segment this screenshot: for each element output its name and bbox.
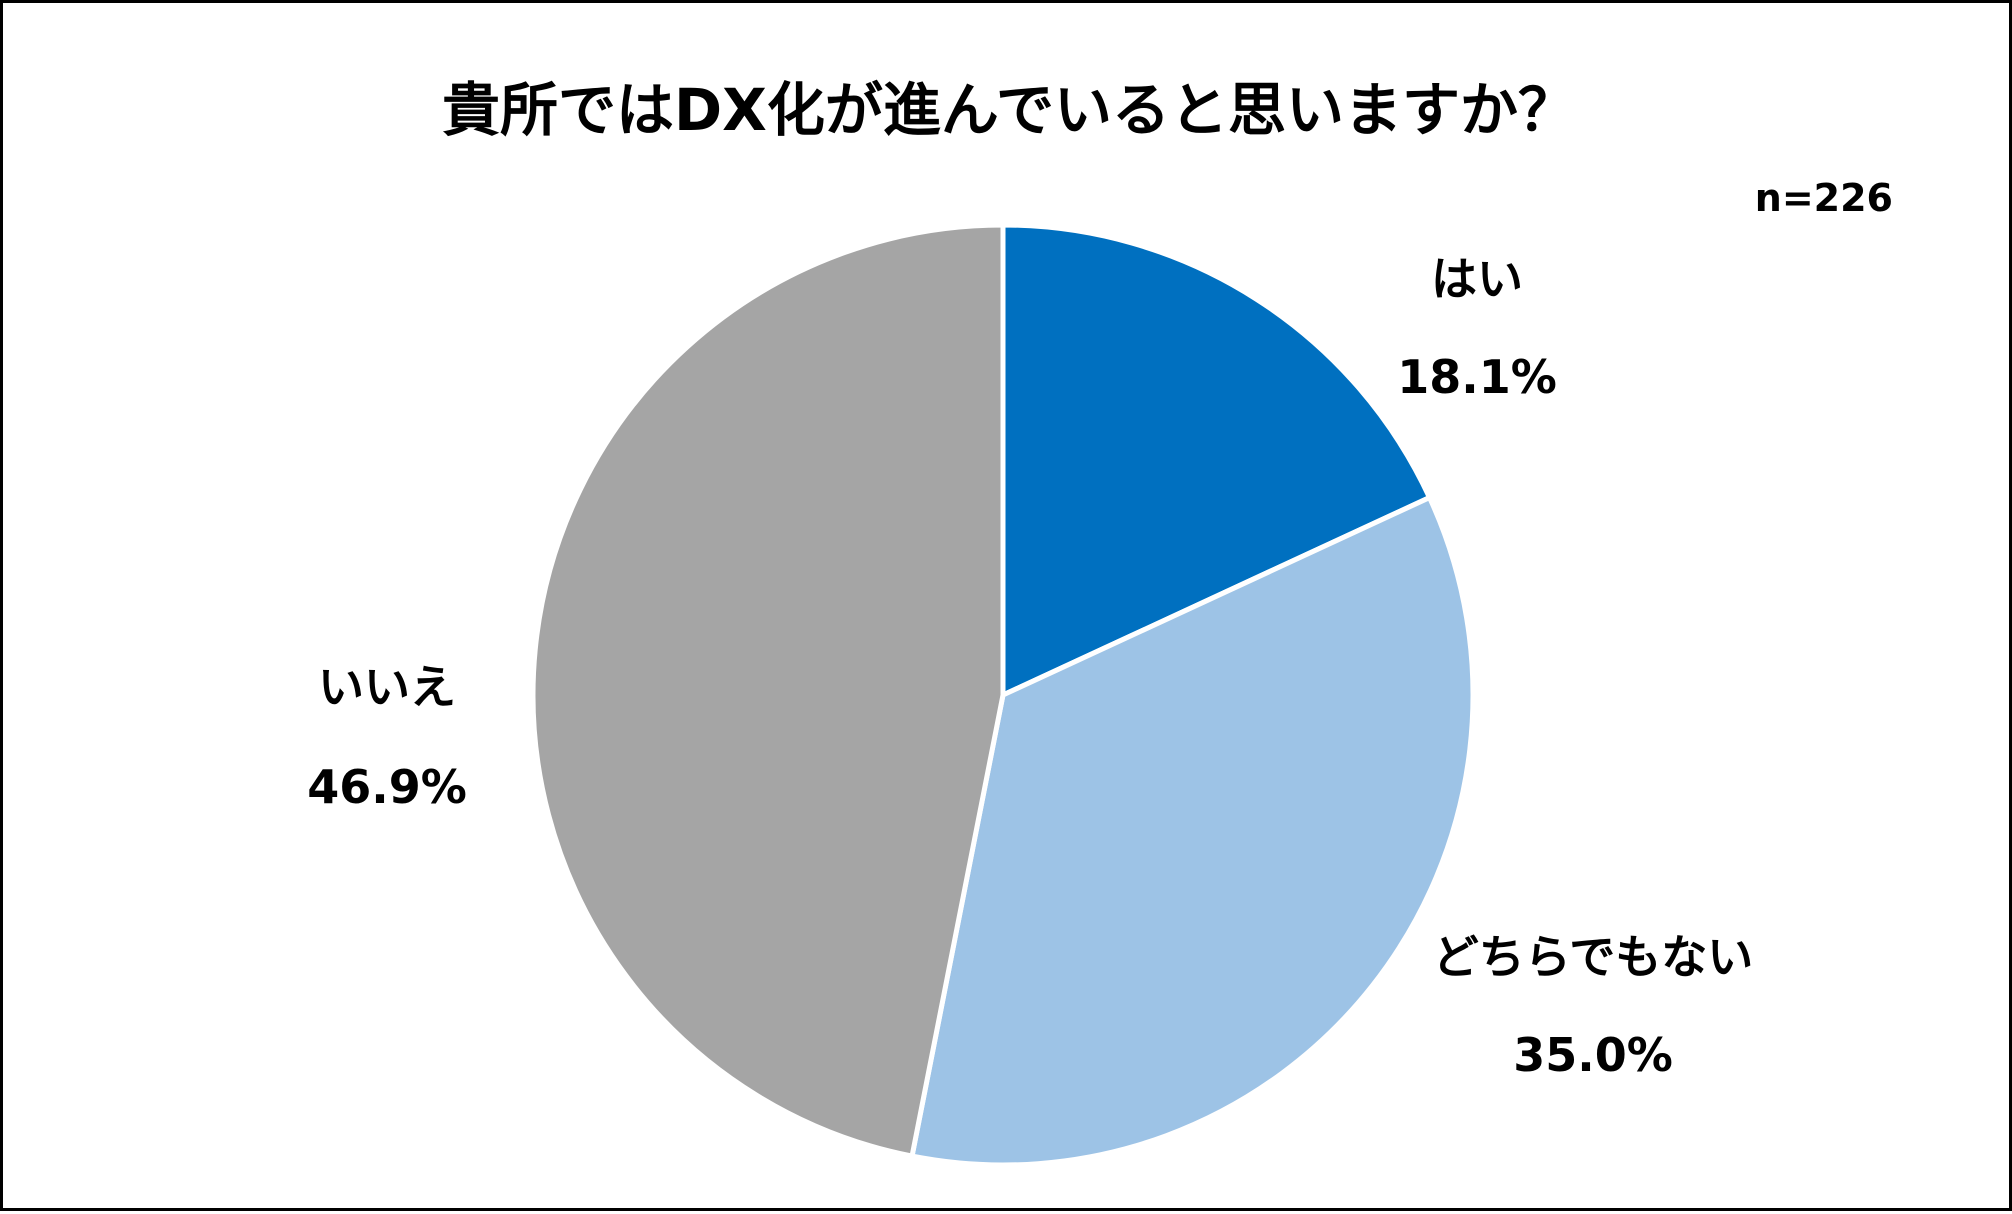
chart-title: 貴所ではDX化が進んでいると思いますか？ — [442, 76, 1576, 144]
slice-label-no: いいえ — [318, 660, 456, 714]
pie-slices — [530, 222, 1476, 1168]
sample-size-label: n=226 — [1755, 176, 1893, 220]
pie-slice-no — [530, 222, 1006, 1159]
pie-slice-neither — [909, 495, 1476, 1168]
pie-chart: 貴所ではDX化が進んでいると思いますか？ n=226 はい 18.1% どちらで… — [307, 76, 1893, 1168]
pie-slice-yes — [1000, 222, 1433, 698]
slice-label-neither: どちらでもない — [1433, 930, 1754, 984]
pie-slice-labels: はい 18.1% どちらでもない 35.0% いいえ 46.9% — [307, 252, 1753, 1082]
slice-value-yes: 18.1% — [1397, 350, 1557, 404]
slice-value-no: 46.9% — [307, 760, 467, 814]
slice-label-yes: はい — [1431, 252, 1523, 306]
slice-value-neither: 35.0% — [1513, 1028, 1673, 1082]
